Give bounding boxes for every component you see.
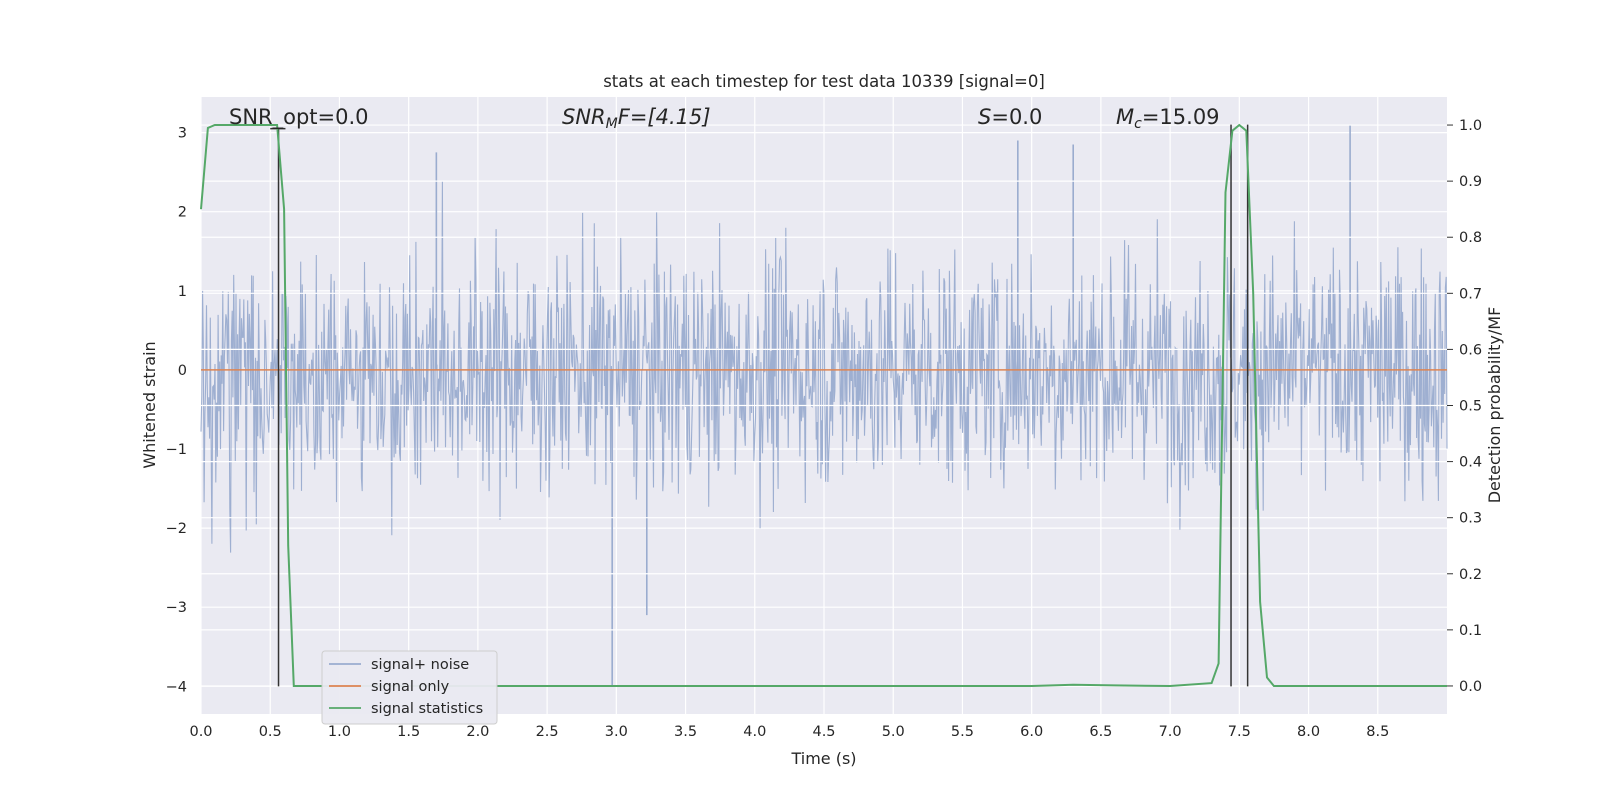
- x-tick-label: 3.0: [605, 724, 628, 740]
- x-axis-label: Time (s): [790, 749, 856, 768]
- annotation-snr-opt: SNR_opt=0.0: [229, 105, 369, 130]
- x-tick-label: 4.5: [812, 724, 835, 740]
- y-right-tick-labels: 1.0 0.9 0.8 0.7 0.6 0.5 0.4 0.3 0.2 0.1 0.0: [1447, 118, 1482, 695]
- y-left-tick-label: −4: [166, 679, 187, 695]
- y-right-axis-label: Detection probability/MF: [1485, 307, 1504, 504]
- legend-box: [321, 650, 498, 725]
- y-left-tick-label: −1: [166, 442, 187, 458]
- y-right-tick-label: 0.0: [1459, 679, 1482, 695]
- signal-noise-series: [200, 124, 1448, 687]
- x-tick-label: 4.0: [743, 724, 766, 740]
- x-tick-label: 7.0: [1159, 724, 1182, 740]
- legend-label-noise: signal+ noise: [371, 657, 469, 673]
- mc-subscript: c: [1134, 116, 1142, 132]
- x-tick-label: 3.5: [674, 724, 697, 740]
- y-right-tick-label: 0.3: [1459, 511, 1482, 527]
- signal-statistics-line: [200, 123, 1447, 688]
- snr-mf-subscript: M: [606, 116, 618, 132]
- signal-noise-trace: [200, 180, 1448, 553]
- x-tick-label: 7.5: [1228, 724, 1251, 740]
- x-tick-label: 2.0: [466, 724, 489, 740]
- x-tick-label: 0.5: [259, 724, 282, 740]
- chart-title: stats at each timestep for test data 103…: [603, 72, 1045, 91]
- legend-label-statistics: signal statistics: [371, 701, 483, 717]
- x-tick-label: 8.5: [1366, 724, 1389, 740]
- y-left-tick-label: 3: [178, 126, 187, 142]
- snr-mf-symbol: SNR: [562, 105, 606, 129]
- x-tick-label: 6.0: [1020, 724, 1043, 740]
- x-tick-labels: 0.0 0.5 1.0 1.5 2.0 2.5 3.0 3.5 4.0 4.5 5.0 5.5 6.0 6…: [189, 724, 1389, 740]
- mc-value: =15.09: [1142, 105, 1220, 129]
- x-tick-label: 1.0: [328, 724, 351, 740]
- x-tick-label: 6.5: [1089, 724, 1112, 740]
- s-value: =0.0: [991, 105, 1042, 129]
- y-right-tick-label: 0.2: [1459, 567, 1482, 583]
- y-left-tick-label: −2: [166, 521, 187, 537]
- y-right-tick-label: 0.1: [1459, 623, 1482, 639]
- x-tick-label: 8.0: [1297, 724, 1320, 740]
- y-left-tick-label: 0: [178, 363, 187, 379]
- annotation-mc: Mc=15.09: [1116, 105, 1220, 132]
- x-tick-label: 0.0: [189, 724, 212, 740]
- legend-label-signal-only: signal only: [371, 679, 450, 695]
- x-tick-label: 2.5: [536, 724, 559, 740]
- y-right-tick-label: 0.5: [1459, 399, 1482, 415]
- y-right-tick-label: 1.0: [1459, 118, 1482, 134]
- y-right-tick-label: 0.4: [1459, 455, 1482, 471]
- y-left-axis-label: Whitened strain: [140, 341, 159, 468]
- x-tick-label: 1.5: [397, 724, 420, 740]
- legend: signal+ noise signal only signal statist…: [321, 650, 498, 725]
- y-left-tick-label: 1: [178, 284, 187, 300]
- s-symbol: S: [978, 105, 991, 129]
- vertical-markers: [270, 124, 1249, 687]
- x-tick-label: 5.0: [882, 724, 905, 740]
- y-right-tick-label: 0.8: [1459, 230, 1482, 246]
- grid-right: [201, 124, 1447, 687]
- mc-symbol: M: [1116, 105, 1134, 129]
- y-right-tick-label: 0.6: [1459, 342, 1482, 358]
- y-left-tick-labels: 3 2 1 0 −1 −2 −3 −4: [166, 126, 187, 696]
- annotation-s: S=0.0: [978, 105, 1042, 129]
- y-left-tick-label: 2: [178, 205, 187, 221]
- y-left-tick-label: −3: [166, 600, 187, 616]
- annotation-snr-mf: SNRMF=[4.15]: [562, 105, 711, 132]
- y-right-tick-label: 0.9: [1459, 174, 1482, 190]
- x-tick-label: 5.5: [951, 724, 974, 740]
- y-right-tick-label: 0.7: [1459, 286, 1482, 302]
- snr-mf-value: F=[4.15]: [618, 105, 711, 129]
